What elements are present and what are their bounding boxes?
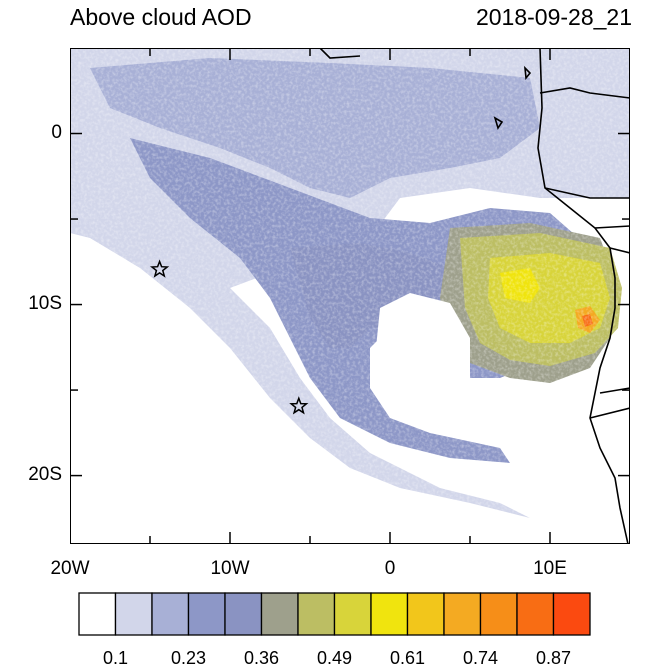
lat-tick-label: 20S xyxy=(28,463,62,485)
map-timestamp: 2018-09-28_21 xyxy=(475,4,632,30)
lon-tick-label: 0 xyxy=(384,558,396,579)
colorbar-label: 0.49 xyxy=(316,648,353,668)
colorbar-swatch xyxy=(406,592,445,636)
colorbar-label: 0.61 xyxy=(389,648,426,668)
lon-tick-label: 10W xyxy=(210,558,250,579)
colorbar-swatch xyxy=(224,592,263,636)
colorbar-swatch xyxy=(260,592,299,636)
colorbar-swatch xyxy=(151,592,190,636)
colorbar-swatch xyxy=(516,592,555,636)
colorbar-label: 0.1 xyxy=(102,648,129,668)
lat-tick-label: 0 xyxy=(51,121,62,143)
colorbar-label: 0.23 xyxy=(170,648,207,668)
lat-tick-label: 10S xyxy=(28,292,62,314)
aod-map xyxy=(70,48,630,544)
map-title: Above cloud AOD xyxy=(70,4,252,30)
colorbar-label: 0.74 xyxy=(462,648,499,668)
aod-field xyxy=(70,48,630,544)
colorbar-swatch xyxy=(187,592,226,636)
coastline xyxy=(319,48,630,544)
colorbar-swatch xyxy=(114,592,153,636)
colorbar xyxy=(78,592,591,636)
colorbar-swatch xyxy=(443,592,482,636)
map-ticks xyxy=(70,48,630,544)
colorbar-swatch xyxy=(552,592,591,636)
station-markers xyxy=(149,259,309,415)
station-star-marker xyxy=(149,259,170,278)
station-star-marker xyxy=(289,396,309,415)
lon-tick-label: 10E xyxy=(533,558,567,579)
colorbar-swatch xyxy=(333,592,372,636)
colorbar-label: 0.36 xyxy=(243,648,280,668)
colorbar-swatch xyxy=(297,592,336,636)
colorbar-swatch xyxy=(479,592,518,636)
lon-tick-label: 20W xyxy=(50,558,90,579)
colorbar-label: 0.87 xyxy=(535,648,572,668)
colorbar-swatch xyxy=(78,592,117,636)
colorbar-swatch xyxy=(370,592,409,636)
